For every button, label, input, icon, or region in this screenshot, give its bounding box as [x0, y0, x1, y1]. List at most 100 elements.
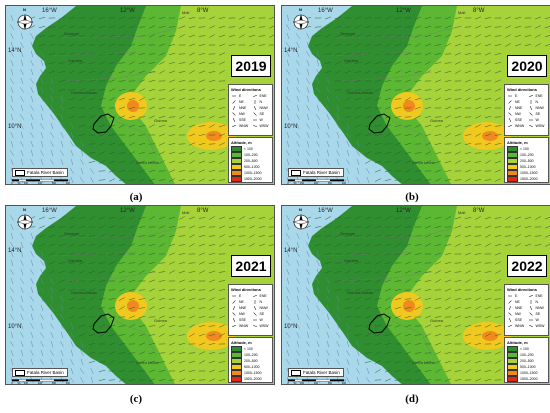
wind-arrow	[474, 152, 482, 154]
wind-arrow	[474, 88, 482, 92]
wind-arrow	[159, 234, 165, 238]
wind-arrow	[158, 315, 166, 319]
wind-arrow	[70, 340, 74, 348]
wind-arrow	[286, 32, 290, 40]
wind-arrow	[414, 71, 422, 73]
wind-arrow	[199, 88, 205, 92]
wind-arrow	[444, 170, 452, 172]
altitude-legend-item: 500–1000	[231, 364, 270, 370]
wind-arrow	[89, 297, 95, 301]
wind-arrow	[159, 333, 165, 337]
wind-arrow	[128, 361, 136, 363]
wind-arrow	[384, 378, 392, 382]
wind-arrow	[454, 271, 462, 273]
wind-arrow	[208, 378, 216, 382]
wind-arrow	[356, 167, 360, 175]
wind-arrow	[316, 340, 320, 348]
wind-arrow	[535, 216, 541, 220]
wind-arrow	[327, 149, 329, 157]
wind-legend-title: Wind directions	[231, 87, 261, 92]
wind-arrow	[51, 295, 53, 303]
wind-arrow	[158, 378, 166, 382]
altitude-legend-label: 200–500	[244, 359, 258, 363]
wind-arrow	[70, 332, 74, 338]
place-label-senegal: Senegal	[340, 31, 355, 36]
wind-arrow	[10, 59, 14, 67]
wind-arrow	[159, 70, 165, 74]
wind-arrow	[31, 340, 33, 348]
wind-arrow	[454, 280, 462, 282]
wind-arrow	[316, 104, 320, 112]
wind-arrow	[415, 124, 421, 128]
wind-arrow	[69, 61, 75, 65]
wind-arrow	[208, 88, 216, 92]
wind-legend-label: ENE	[535, 94, 543, 98]
wind-arrow	[464, 53, 472, 55]
wind-arrow	[88, 279, 96, 283]
wind-arrow	[454, 179, 462, 181]
wind-arrow	[138, 342, 146, 346]
wind-arrow	[138, 226, 146, 228]
wind-arrow	[297, 268, 299, 276]
wind-arrow	[424, 115, 432, 119]
wind-arrow	[50, 323, 54, 329]
wind-arrow	[198, 351, 206, 355]
altitude-swatch	[507, 364, 518, 370]
wind-arrow	[314, 217, 322, 219]
wind-arrow	[346, 340, 350, 348]
wind-arrow	[148, 360, 156, 364]
wind-arrow	[434, 324, 442, 328]
wind-arrow	[524, 226, 532, 228]
wind-arrow	[494, 217, 502, 219]
wind-arrow	[414, 270, 422, 274]
wind-arrow	[158, 124, 166, 128]
wind-arrow	[188, 43, 196, 47]
altitude-zone-1000-1500-east	[206, 331, 222, 341]
wind-legend-label: E	[239, 94, 242, 98]
wind-arrow	[324, 71, 332, 73]
wind-arrow	[394, 379, 402, 381]
wind-arrow	[336, 104, 340, 112]
wind-arrow	[394, 271, 402, 273]
wind-legend-label: SSE	[515, 118, 523, 122]
lat-label-10n: 10°N	[8, 324, 22, 330]
wind-arrow	[128, 288, 136, 292]
lon-label-16w: 16°W	[42, 208, 57, 214]
wind-arrow	[444, 244, 452, 246]
wind-arrow	[158, 306, 166, 310]
wind-arrow	[60, 331, 64, 339]
wind-arrow	[326, 86, 330, 94]
wind-arrow	[434, 307, 442, 309]
wind-arrow	[364, 289, 372, 291]
wind-arrow-icon	[528, 95, 533, 97]
wind-arrow	[464, 307, 472, 309]
wind-arrow	[158, 133, 166, 137]
wind-arrow	[335, 332, 341, 338]
wind-arrow	[198, 26, 206, 28]
wind-arrow	[326, 304, 330, 312]
wind-arrow	[178, 178, 186, 182]
wind-legend-item: SE	[528, 312, 547, 316]
wind-arrow	[128, 271, 136, 273]
wind-arrow	[129, 333, 135, 337]
wind-arrow	[344, 88, 352, 92]
wind-legend-label: E	[515, 94, 518, 98]
wind-arrow	[38, 225, 46, 229]
wind-arrow	[405, 360, 411, 364]
wind-arrow	[414, 88, 422, 92]
wind-arrow	[326, 286, 330, 294]
altitude-zone-1000-1500-east	[482, 331, 498, 341]
wind-arrow	[374, 35, 382, 37]
wind-arrow	[188, 25, 196, 29]
wind-arrow	[474, 106, 482, 110]
wind-legend-item: NE	[231, 300, 250, 304]
wind-arrow	[169, 360, 175, 364]
wind-arrow	[424, 271, 432, 273]
wind-arrow	[138, 134, 146, 136]
wind-arrow	[494, 70, 502, 74]
wind-arrow-icon	[232, 312, 236, 316]
place-label-gambia: Gambia	[344, 258, 359, 263]
wind-legend-label: NE	[515, 300, 520, 304]
wind-legend-item: SSE	[231, 318, 250, 322]
wind-legend-item: SE	[528, 112, 547, 116]
